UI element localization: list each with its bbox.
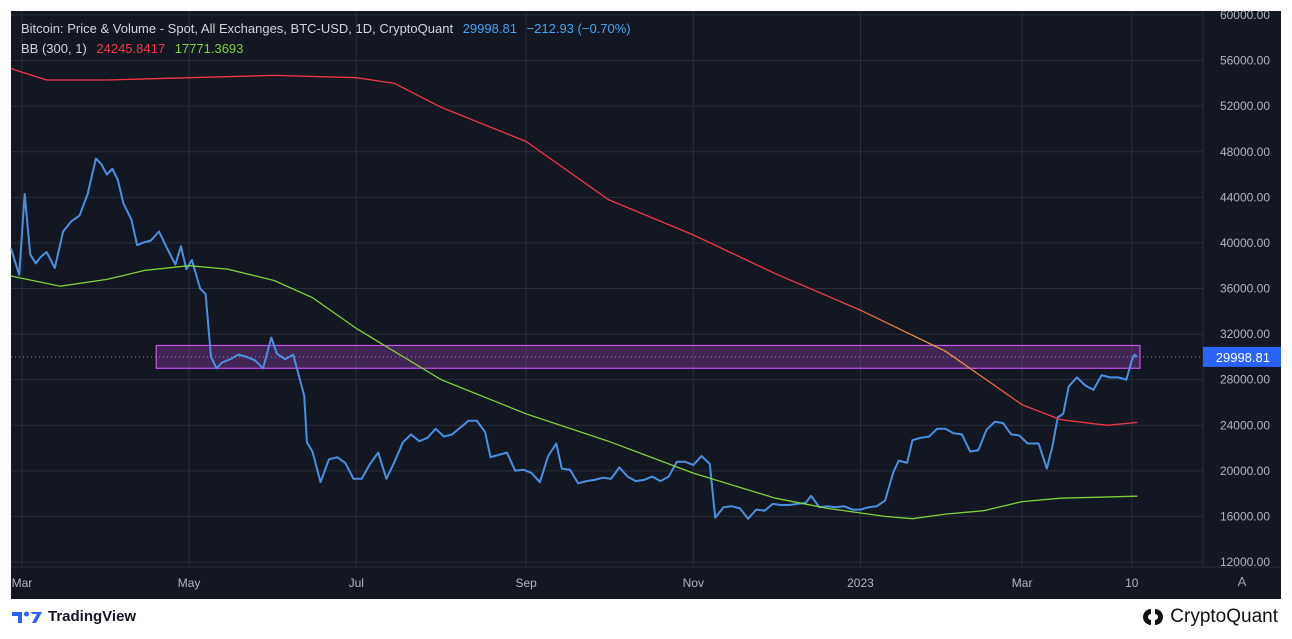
legend-bb-upper: 24245.8417 <box>96 41 166 56</box>
legend-title: Bitcoin: Price & Volume - Spot, All Exch… <box>21 21 454 36</box>
last-price-tag-label: 29998.81 <box>1216 350 1270 365</box>
cryptoquant-logo: CryptoQuant <box>1142 606 1278 628</box>
x-tick-label: Jul <box>349 576 364 590</box>
legend-last-price: 29998.81 <box>462 21 517 36</box>
cryptoquant-icon <box>1143 609 1164 625</box>
legend-bb: BB (300, 1) 24245.8417 17771.3693 <box>21 41 249 56</box>
y-tick-label: 60000.00 <box>1220 8 1270 22</box>
x-tick-label: 2023 <box>847 576 874 590</box>
y-tick-label: 56000.00 <box>1220 54 1270 68</box>
cryptoquant-wordmark: CryptoQuant <box>1170 606 1278 627</box>
y-tick-label: 40000.00 <box>1220 236 1270 250</box>
price-line <box>10 157 1138 520</box>
y-axis[interactable]: 12000.00 16000.00 20000.00 24000.00 28000.00… <box>1220 8 1270 569</box>
auto-scale-button[interactable]: A <box>1237 574 1247 589</box>
tradingview-wordmark: TradingView <box>48 608 137 625</box>
y-tick-label: 28000.00 <box>1220 373 1270 387</box>
legend-bb-lower: 17771.3693 <box>174 41 244 56</box>
last-price-tag: 29998.81 <box>1203 346 1281 367</box>
y-tick-label: 32000.00 <box>1220 327 1270 341</box>
series-group <box>10 67 1138 520</box>
x-axis[interactable]: Mar May Jul Sep Nov 2023 Mar 10 <box>12 576 1139 590</box>
y-tick-label: 20000.00 <box>1220 464 1270 478</box>
y-tick-label: 52000.00 <box>1220 99 1270 113</box>
legend-bb-label: BB (300, 1) <box>21 41 87 56</box>
x-tick-label: Mar <box>12 576 33 590</box>
tradingview-logo: TradingView <box>12 608 136 625</box>
x-tick-label: May <box>178 576 201 590</box>
bb-lower-line <box>10 265 1138 520</box>
y-tick-label: 16000.00 <box>1220 509 1270 523</box>
x-tick-label: 10 <box>1125 576 1139 590</box>
y-tick-label: 12000.00 <box>1220 555 1270 569</box>
x-tick-label: Sep <box>515 576 537 590</box>
y-tick-label: 36000.00 <box>1220 282 1270 296</box>
y-tick-label: 48000.00 <box>1220 145 1270 159</box>
legend-change: −212.93 (−0.70%) <box>526 21 631 36</box>
plot-background <box>11 11 1281 599</box>
x-tick-label: Nov <box>683 576 704 590</box>
legend-main: Bitcoin: Price & Volume - Spot, All Exch… <box>21 21 637 36</box>
y-tick-label: 24000.00 <box>1220 418 1270 432</box>
tradingview-icon <box>12 611 42 623</box>
last-price-tag-bg <box>1203 346 1281 367</box>
bb-upper-line <box>10 67 1138 426</box>
y-tick-label: 44000.00 <box>1220 190 1270 204</box>
x-tick-label: Mar <box>1012 576 1033 590</box>
